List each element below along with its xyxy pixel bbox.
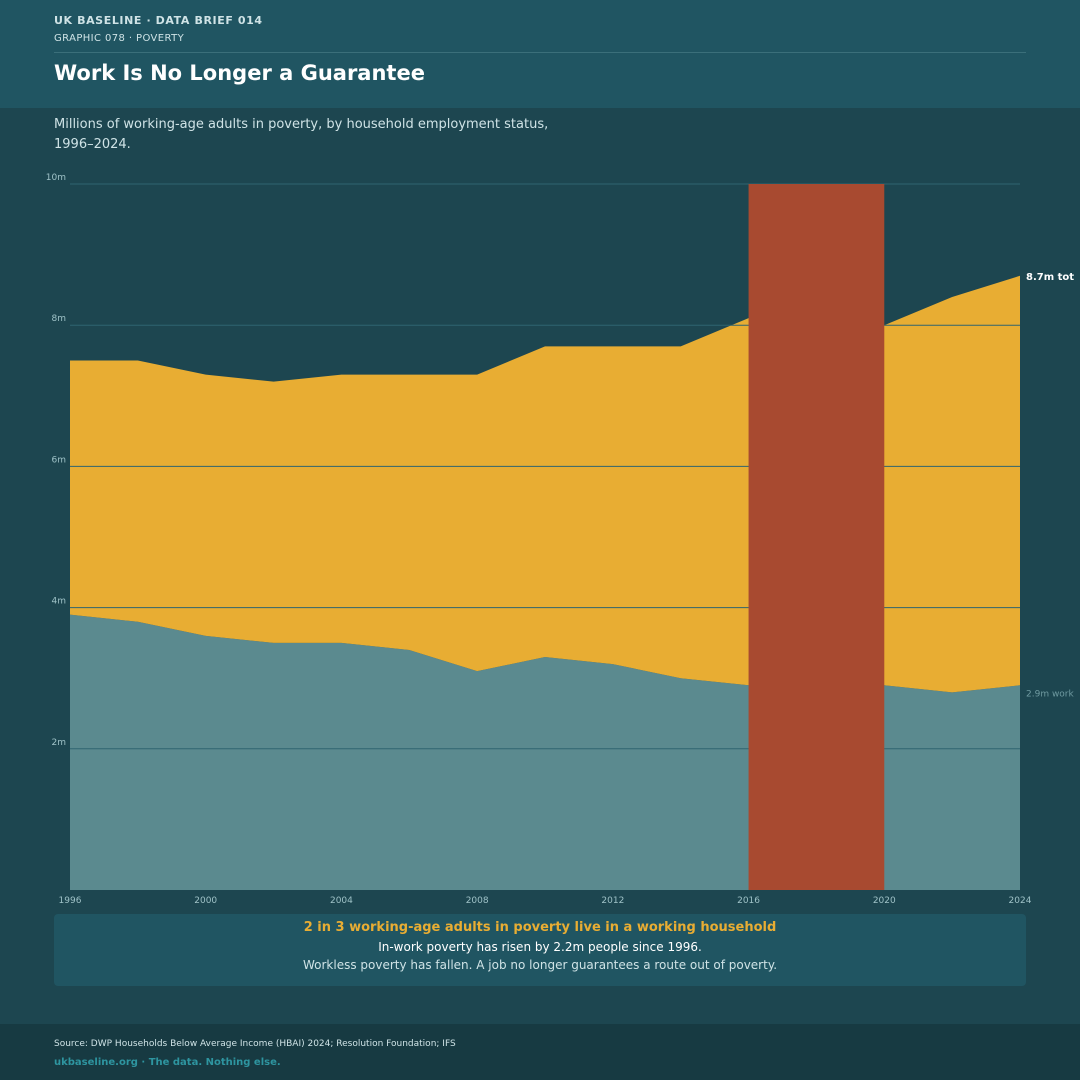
x-tick-label: 1996 — [59, 896, 82, 906]
tick-labels: 2m 4m 6m 8m 10m 1996 2000 2004 2008 2012 2016 2020 2… — [46, 173, 1075, 906]
y-tick-label: 8m — [52, 314, 67, 324]
x-tick-label: 2020 — [873, 896, 896, 906]
page-title: Work Is No Longer a Guarantee — [54, 61, 425, 85]
x-tick-label: 2024 — [1009, 896, 1032, 906]
highlight-band — [748, 184, 885, 890]
x-tick-label: 2000 — [194, 896, 217, 906]
brief-kicker: UK BASELINE · DATA BRIEF 014 — [54, 14, 263, 27]
end-label-workless: 2.9m work — [1026, 689, 1075, 699]
area-chart: 2m 4m 6m 8m 10m 1996 2000 2004 2008 2012 2016 2020 2… — [46, 173, 1075, 906]
y-tick-label: 2m — [52, 738, 67, 748]
y-tick-label: 10m — [46, 173, 66, 183]
header: UK BASELINE · DATA BRIEF 014 GRAPHIC 078… — [0, 0, 1080, 108]
header-divider — [54, 52, 1026, 53]
chart-subtitle: Millions of working-age adults in povert… — [54, 117, 549, 152]
x-tick-label: 2012 — [601, 896, 624, 906]
highlight-bar — [748, 184, 885, 890]
end-label-total: 8.7m tot — [1026, 272, 1074, 283]
y-tick-label: 4m — [52, 597, 67, 607]
callout-box: 2 in 3 working-age adults in poverty liv… — [54, 914, 1026, 986]
callout-line-2: Workless poverty has fallen. A job no lo… — [302, 958, 778, 972]
x-tick-label: 2008 — [466, 896, 489, 906]
callout-line-1: In-work poverty has risen by 2.2m people… — [378, 940, 702, 954]
callout-headline: 2 in 3 working-age adults in poverty liv… — [303, 920, 777, 935]
brand-link[interactable]: ukbaseline.org · The data. Nothing else. — [54, 1057, 281, 1068]
footer: Source: DWP Households Below Average Inc… — [0, 1024, 1080, 1080]
graphic-kicker: GRAPHIC 078 · POVERTY — [54, 33, 185, 44]
source-note: Source: DWP Households Below Average Inc… — [54, 1039, 456, 1049]
x-tick-label: 2016 — [737, 896, 760, 906]
x-tick-label: 2004 — [330, 896, 353, 906]
y-tick-label: 6m — [52, 455, 67, 465]
